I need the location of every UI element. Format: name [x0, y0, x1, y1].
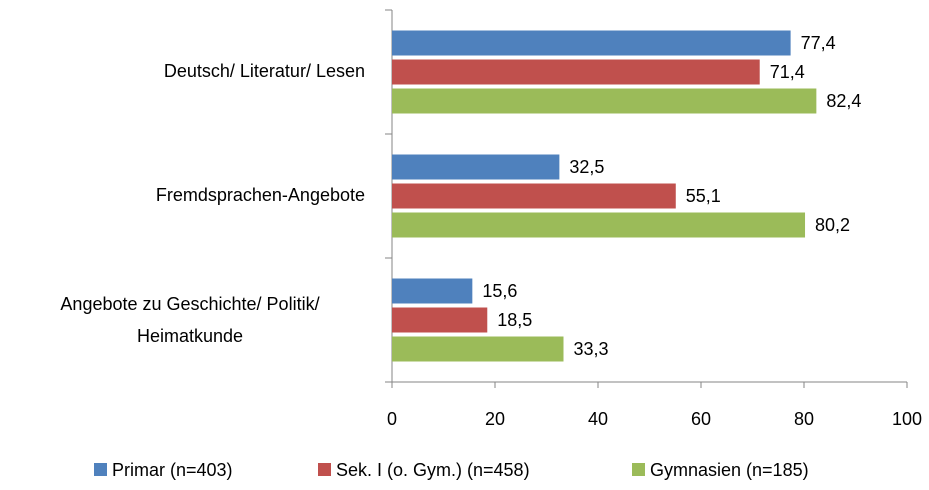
category-label: Deutsch/ Literatur/ Lesen	[164, 61, 365, 81]
bar	[392, 278, 473, 304]
x-tick-label: 100	[892, 409, 922, 429]
value-label: 33,3	[573, 339, 608, 359]
value-label: 82,4	[826, 91, 861, 111]
value-label: 18,5	[497, 310, 532, 330]
legend-swatch	[318, 463, 331, 476]
legend-swatch	[94, 463, 107, 476]
legend-label: Gymnasien (n=185)	[650, 460, 809, 480]
category-label-line: Heimatkunde	[137, 326, 243, 346]
bar	[392, 154, 560, 180]
bar	[392, 212, 806, 238]
x-tick-label: 60	[691, 409, 711, 429]
value-label: 32,5	[569, 157, 604, 177]
legend-label: Primar (n=403)	[112, 460, 233, 480]
value-label: 55,1	[686, 186, 721, 206]
bar	[392, 336, 564, 362]
value-label: 80,2	[815, 215, 850, 235]
legend-swatch	[632, 463, 645, 476]
legend-label: Sek. I (o. Gym.) (n=458)	[336, 460, 530, 480]
x-tick-label: 40	[588, 409, 608, 429]
bar	[392, 307, 488, 333]
x-tick-label: 80	[794, 409, 814, 429]
category-label-line: Angebote zu Geschichte/ Politik/	[60, 294, 319, 314]
value-label: 15,6	[482, 281, 517, 301]
x-tick-label: 20	[485, 409, 505, 429]
bar	[392, 59, 760, 85]
category-label: Fremdsprachen-Angebote	[156, 185, 365, 205]
category-label: Angebote zu Geschichte/ Politik/Heimatku…	[60, 294, 319, 346]
x-tick-label: 0	[387, 409, 397, 429]
bar	[392, 30, 791, 56]
bar	[392, 183, 676, 209]
bar	[392, 88, 817, 114]
value-label: 77,4	[801, 33, 836, 53]
value-label: 71,4	[770, 62, 805, 82]
